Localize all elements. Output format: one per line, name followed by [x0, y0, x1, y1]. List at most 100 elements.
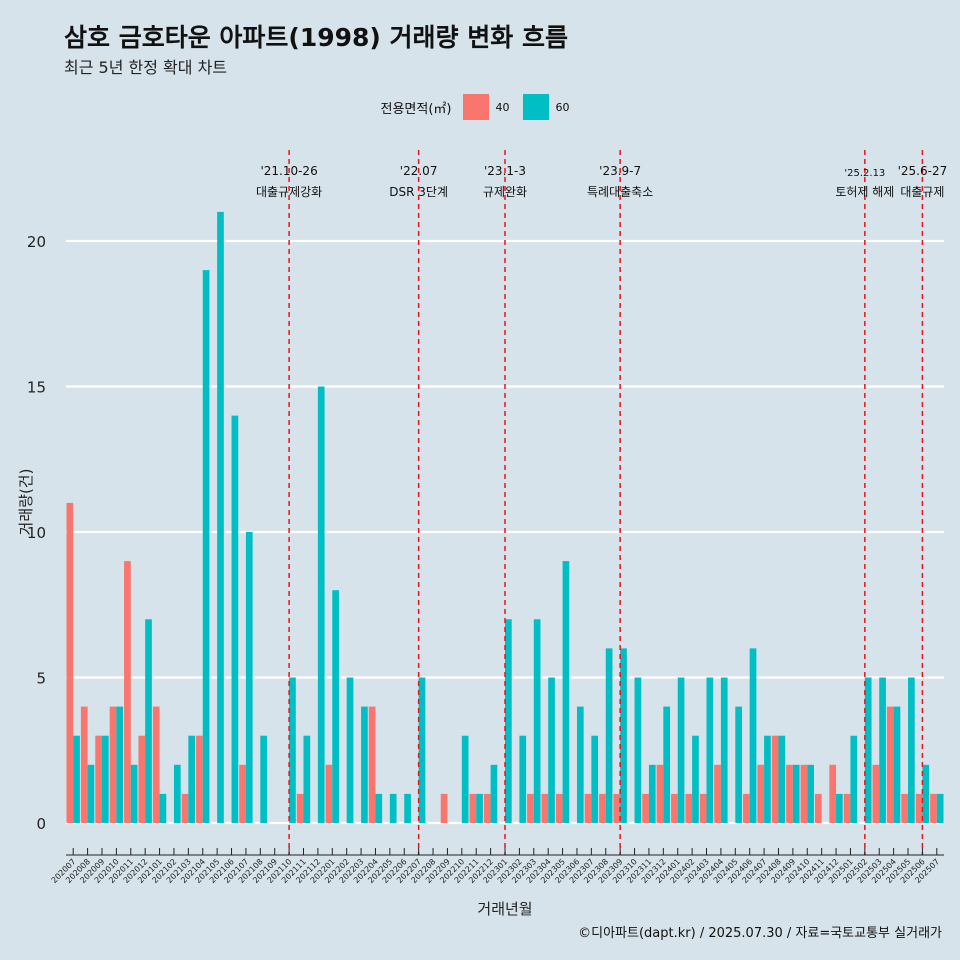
bars: [66, 211, 944, 824]
bar-40-202501: [843, 793, 851, 823]
bar-40-202009: [95, 735, 102, 823]
bar-40-202008: [80, 706, 88, 823]
bar-60-202101: [159, 793, 167, 823]
bar-40-202201: [325, 764, 333, 823]
bar-40-202303: [527, 793, 534, 823]
bar-40-202411: [814, 793, 822, 823]
legend-label-60: 60: [555, 100, 570, 114]
y-tick-label: 10: [27, 524, 46, 542]
bar-60-202103: [188, 735, 196, 823]
bar-60-202310: [634, 677, 642, 823]
x-axis: 2020072020082020092020102020112020122021…: [50, 848, 944, 885]
bar-40-202104: [196, 735, 203, 823]
y-axis-title: 거래량(건): [17, 469, 35, 536]
bar-60-202408: [778, 735, 786, 823]
chart-title: 삼호 금호타운 아파트(1998) 거래량 변화 흐름: [64, 23, 568, 52]
event-date: '25.6-27: [898, 164, 948, 178]
bar-60-202105: [217, 211, 224, 823]
bar-60-202304: [548, 677, 555, 823]
bar-40-202410: [800, 764, 808, 823]
bar-60-202108: [260, 735, 268, 823]
bar-60-202309: [620, 648, 627, 823]
bar-40-202402: [685, 793, 693, 823]
bar-60-202305: [562, 561, 570, 823]
bar-40-202103: [181, 793, 189, 823]
bar-60-202204: [375, 793, 383, 823]
bar-60-202010: [116, 706, 124, 823]
bar-60-202307: [591, 735, 599, 823]
bar-60-202405: [735, 706, 742, 823]
bar-60-202211: [476, 793, 483, 823]
bar-60-202501: [850, 735, 858, 823]
bar-60-202202: [346, 677, 354, 823]
bar-60-202104: [202, 270, 210, 824]
legend-swatch-60: [523, 94, 550, 120]
bar-40-202403: [699, 793, 707, 823]
bar-40-202204: [368, 706, 376, 823]
bar-60-202505: [908, 677, 915, 823]
bar-60-202106: [231, 415, 239, 823]
bar-60-202311: [648, 764, 656, 823]
bar-40-202212: [483, 793, 491, 823]
y-tick-label: 0: [36, 815, 46, 833]
bar-60-202401: [677, 677, 685, 823]
bar-40-202507: [930, 793, 937, 823]
bar-60-202404: [720, 677, 728, 823]
bar-40-202505: [901, 793, 909, 823]
legend: 전용면적(㎡) 40 60: [0, 94, 960, 120]
bar-40-202010: [109, 706, 117, 823]
bar-40-202012: [138, 735, 146, 823]
y-axis-ticks: 0 5 10 15 20: [27, 233, 46, 833]
bar-60-202210: [461, 735, 469, 823]
event-date: '23.9-7: [599, 164, 641, 178]
bar-40-202412: [829, 764, 837, 823]
bar-60-202402: [692, 735, 699, 823]
bar-60-202212: [490, 764, 498, 823]
bar-60-202008: [87, 764, 95, 823]
event-date: '21.10-26: [260, 164, 317, 178]
bar-60-202410: [807, 764, 814, 823]
event-label: 토허제 해제: [835, 185, 894, 199]
event-date: '25.2.13: [844, 168, 885, 179]
bar-60-202507: [936, 793, 944, 823]
event-label: 규제완화: [483, 185, 527, 199]
bar-40-202007: [66, 502, 74, 823]
bar-40-202307: [584, 793, 592, 823]
y-tick-label: 5: [36, 670, 46, 688]
bar-40-202409: [786, 764, 793, 823]
bar-60-202406: [749, 648, 757, 823]
bar-40-202406: [742, 793, 750, 823]
bar-60-202011: [130, 764, 138, 823]
bar-60-202207: [418, 677, 426, 823]
bar-60-202504: [893, 706, 901, 823]
legend-label-40: 40: [495, 100, 510, 114]
legend-swatch-40: [463, 94, 490, 120]
bar-40-202305: [555, 793, 563, 823]
bar-60-202502: [864, 677, 872, 823]
event-lines: '21.10-26 대출규제강화 '22.07 DSR 3단계 '23.1-3 규제완화 '…: [256, 150, 947, 855]
bar-40-202107: [239, 764, 246, 823]
event-label: 대출규제강화: [256, 185, 322, 199]
bar-40-202404: [714, 764, 721, 823]
bar-40-202111: [296, 793, 304, 823]
bar-60-202111: [303, 735, 311, 823]
bar-40-202304: [541, 793, 549, 823]
bar-60-202312: [663, 706, 671, 823]
bar-60-202110: [289, 677, 296, 823]
bar-60-202303: [533, 619, 541, 823]
bar-60-202112: [317, 386, 325, 823]
bar-40-202308: [599, 793, 606, 823]
event-date: '22.07: [400, 164, 438, 178]
bar-60-202206: [404, 793, 411, 823]
bar-60-202012: [145, 619, 152, 823]
bar-40-202504: [886, 706, 894, 823]
event-label: 대출규제: [900, 185, 944, 199]
bar-60-202203: [361, 706, 368, 823]
bar-40-202503: [872, 764, 880, 823]
bar-40-202401: [671, 793, 678, 823]
bar-40-202211: [469, 793, 477, 823]
bar-60-202007: [73, 735, 80, 823]
bar-40-202506: [915, 793, 923, 823]
bar-60-202407: [764, 735, 771, 823]
